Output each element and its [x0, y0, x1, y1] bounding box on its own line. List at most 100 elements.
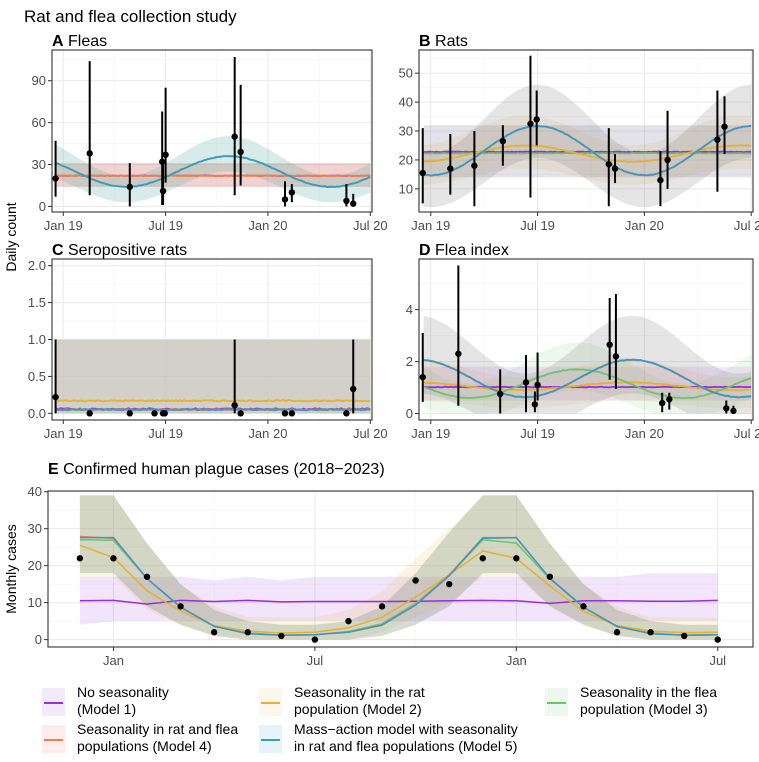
observation-point [499, 137, 507, 145]
mean-line-m3 [423, 368, 752, 400]
y-tick-label: 60 [32, 115, 46, 130]
panel-title-text: Seropositive rats [64, 242, 188, 259]
observation-point [445, 580, 453, 588]
observation-point [496, 390, 504, 398]
y-tick-label: 30 [28, 521, 42, 536]
panel-title: B Rats [419, 33, 468, 50]
observation-point [612, 353, 620, 360]
legend-label-line1: Seasonality in the rat [294, 684, 425, 700]
observation-point [126, 183, 133, 191]
observation-point [345, 617, 352, 625]
legend-key-model-2 [259, 688, 282, 716]
ribbon-m2 [423, 115, 752, 185]
observation-point [311, 636, 319, 643]
y-tick-label: 20 [399, 152, 413, 167]
observation-point [531, 401, 539, 408]
y-tick-label: 1.0 [28, 332, 46, 347]
observation-point [580, 603, 587, 610]
mean-line-m5 [423, 124, 752, 177]
ribbon-m3 [56, 339, 371, 414]
ribbon-m5 [79, 495, 718, 640]
x-tick-label: Jul [709, 653, 726, 668]
legend-item-model-2: Seasonality in the rat population (Model … [259, 684, 425, 718]
x-tick-label: Jul 19 [148, 218, 183, 233]
observation-point [288, 410, 296, 417]
y-tick-label: 90 [32, 73, 46, 88]
observation-point [606, 341, 613, 348]
observation-point [162, 151, 169, 158]
panel-letter: D [419, 242, 431, 259]
observation-point [479, 555, 486, 562]
ribbon-m4 [56, 339, 371, 414]
mean-line-m5 [56, 155, 371, 189]
y-tick-label: 1.5 [28, 295, 46, 310]
ribbon-m5 [56, 339, 371, 414]
observation-point [281, 196, 289, 203]
x-tick-label: Jul 19 [148, 426, 183, 441]
plot-background [419, 259, 753, 420]
x-tick-label: Jan 20 [248, 218, 287, 233]
ribbon-m3 [79, 495, 718, 640]
observation-point [714, 636, 721, 643]
observation-point [412, 577, 419, 584]
plot-frame [51, 49, 373, 213]
x-tick-label: Jan 20 [248, 426, 287, 441]
legend-label-line2: in rat and flea populations (Model 5) [294, 738, 518, 754]
figure-title: Rat and flea collection study [24, 7, 237, 26]
mean-line-m1 [79, 599, 718, 605]
panel-rats: 10 20 30 40 50 Jan 19 Jul 19 Jan 20 Jul 20 B Rats [399, 33, 759, 233]
observation-point [110, 555, 117, 562]
y-tick-label: 30 [399, 124, 413, 139]
legend-label-line2: population (Model 2) [294, 701, 422, 717]
legend-key-model-4 [42, 725, 65, 753]
x-tick-label: Jul [307, 653, 324, 668]
observation-point [605, 161, 612, 168]
panel-title-text: Confirmed human plague cases (2018−2023) [59, 461, 385, 478]
legend-key-model-3 [545, 688, 568, 716]
panel-letter: A [52, 33, 64, 50]
observation-point [281, 410, 289, 417]
observation-point [343, 410, 350, 417]
y-tick-label: 10 [399, 181, 413, 196]
y-tick-label: 30 [32, 157, 46, 172]
x-tick-label: Jul 20 [734, 426, 759, 441]
observation-point [86, 150, 93, 157]
legend-label-line2: population (Model 3) [580, 701, 708, 717]
y-tick-label: 0.0 [28, 406, 46, 421]
observation-point [730, 407, 737, 415]
observation-point [714, 136, 721, 143]
legend-label-line2: (Model 1) [77, 701, 137, 717]
mean-line-m3 [423, 152, 752, 155]
x-tick-label: Jan 19 [44, 218, 83, 233]
observation-point [244, 629, 251, 636]
observation-point [237, 410, 244, 417]
panel-title: A Fleas [52, 33, 107, 50]
panel-flea-index: 0 2 4 Jan 19 Jul 19 Jan 20 Jul 20 D Flea index [406, 242, 759, 441]
legend-item-model-4: Seasonality in rat and flea populations (… [42, 721, 238, 755]
observation-point [419, 169, 426, 177]
x-tick-label: Jul 19 [520, 426, 555, 441]
plot-frame [47, 490, 754, 648]
observation-point [76, 555, 84, 562]
plot-frame [418, 258, 754, 421]
panel-fleas: 0 30 60 90 Jan 19 Jul 19 Jan 20 Jul 20 A Fleas [32, 33, 388, 233]
ribbon-m2 [79, 495, 718, 640]
panel-letter: B [419, 33, 431, 50]
panel-seropositive-rats: 0.0 0.5 1.0 1.5 2.0 Jan 19 Jul 19 Jan 20 Jul 20 C… [28, 242, 388, 441]
observation-point [231, 402, 238, 409]
observation-point [447, 165, 454, 172]
legend-label-line2: populations (Model 4) [77, 738, 212, 754]
x-tick-label: Jul 20 [353, 426, 388, 441]
observation-point [680, 632, 688, 640]
observation-point [231, 133, 238, 140]
observation-point [350, 385, 357, 393]
observation-point [657, 176, 664, 184]
y-tick-label: 40 [28, 484, 42, 499]
mean-line-m2 [423, 381, 752, 392]
panel-title-text: Flea index [431, 242, 509, 259]
ribbon-m4 [423, 84, 752, 208]
y-tick-label: 20 [28, 558, 42, 573]
observation-point [659, 399, 666, 407]
y-tick-label: 0 [39, 199, 46, 214]
